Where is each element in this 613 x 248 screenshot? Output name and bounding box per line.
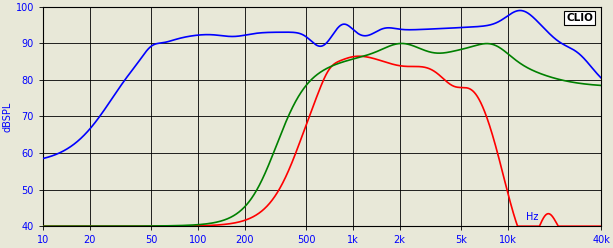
- Text: CLIO: CLIO: [566, 13, 593, 23]
- Y-axis label: dBSPL: dBSPL: [3, 101, 13, 132]
- Text: Hz: Hz: [526, 212, 538, 222]
